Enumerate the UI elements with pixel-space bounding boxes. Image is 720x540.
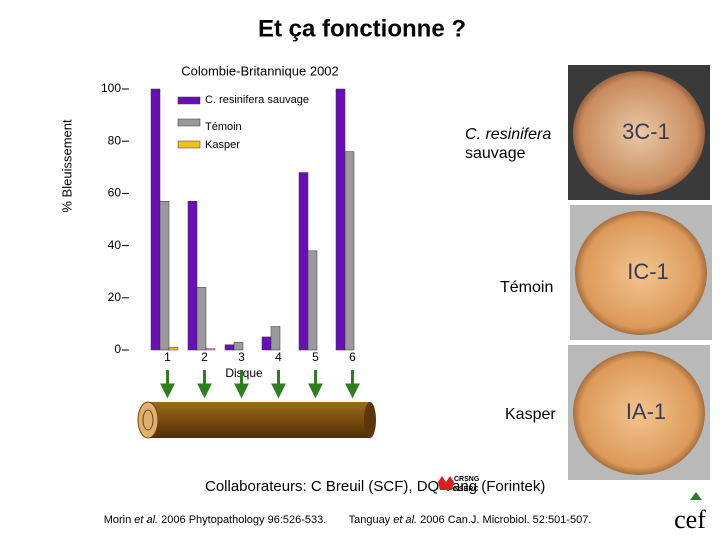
log-ring — [142, 409, 154, 431]
collaborators: Collaborateurs: C Breuil (SCF), DQ Yang … — [205, 478, 545, 495]
x-tick-label: 6 — [349, 350, 356, 364]
y-tick-label: 100 — [101, 81, 121, 95]
logo-text: CRSNG — [454, 476, 480, 483]
reference-part: 2006 Can.J. Microbiol. 52:501-507. — [417, 514, 591, 526]
photo-label: C. resinifera — [465, 126, 551, 143]
reference: Tanguay et al. 2006 Can.J. Microbiol. 52… — [349, 514, 592, 526]
bar — [307, 250, 318, 351]
bar — [270, 326, 281, 351]
legend-label: Témoin — [205, 121, 242, 133]
arrow — [234, 370, 249, 399]
bar — [187, 200, 198, 351]
cef-logo: cef — [674, 492, 706, 534]
bar — [159, 200, 170, 351]
logo-text: NSERC — [454, 486, 479, 493]
y-tick-label: 80 — [108, 133, 122, 147]
log-end — [364, 402, 376, 438]
y-axis-label: % Bleuissement — [59, 119, 74, 213]
x-tick-label: 3 — [238, 350, 245, 364]
arrow — [308, 370, 323, 399]
reference-part: Morin — [104, 514, 135, 526]
arrow — [160, 370, 175, 399]
x-tick-label: 2 — [201, 350, 208, 364]
disc-marking: IA-1 — [626, 399, 666, 424]
x-axis-label: Disque — [225, 366, 263, 380]
photo-label: Kasper — [505, 406, 556, 423]
log — [148, 402, 370, 438]
legend-swatch — [177, 96, 201, 105]
legend-swatch — [177, 140, 201, 149]
x-tick-label: 1 — [164, 350, 171, 364]
bar — [261, 336, 272, 351]
bar — [224, 344, 235, 351]
reference-part: Tanguay — [349, 514, 394, 526]
chart-title: Colombie-Britannique 2002 — [181, 63, 339, 78]
bar — [205, 348, 216, 351]
y-tick-label: 40 — [108, 238, 122, 252]
arrow — [271, 370, 286, 399]
bar — [168, 347, 179, 351]
reference-part: et al. — [134, 514, 158, 526]
log-face — [137, 401, 159, 439]
y-tick-label: 20 — [108, 290, 122, 304]
legend-label: Kasper — [205, 139, 240, 151]
arrow — [197, 370, 212, 399]
legend-swatch — [177, 118, 201, 127]
photo-label: Témoin — [500, 279, 553, 296]
y-tick-label: 0 — [114, 342, 121, 356]
bar — [150, 88, 161, 351]
bar — [196, 287, 207, 351]
nserc-logo: CRSNG NSERC — [438, 476, 480, 493]
x-tick-label: 4 — [275, 350, 282, 364]
wood-disc — [575, 211, 707, 335]
disc-marking: 3C-1 — [622, 119, 670, 144]
y-tick-label: 60 — [108, 186, 122, 200]
reference: Morin et al. 2006 Phytopathology 96:526-… — [104, 514, 327, 526]
reference-part: et al. — [393, 514, 417, 526]
legend-label: C. resinifera sauvage — [205, 94, 309, 106]
slide-title: Et ça fonctionne ? — [258, 15, 466, 42]
x-tick-label: 5 — [312, 350, 319, 364]
bar — [233, 341, 244, 351]
bar — [335, 88, 346, 351]
disc-marking: IC-1 — [627, 259, 669, 284]
photo-label: sauvage — [465, 145, 526, 162]
wood-disc — [573, 351, 705, 475]
bar — [344, 151, 355, 351]
reference-part: 2006 Phytopathology 96:526-533. — [158, 514, 326, 526]
wood-disc — [573, 71, 705, 195]
bar — [298, 172, 309, 351]
logo-text: cef — [674, 505, 706, 534]
arrow — [345, 370, 360, 399]
